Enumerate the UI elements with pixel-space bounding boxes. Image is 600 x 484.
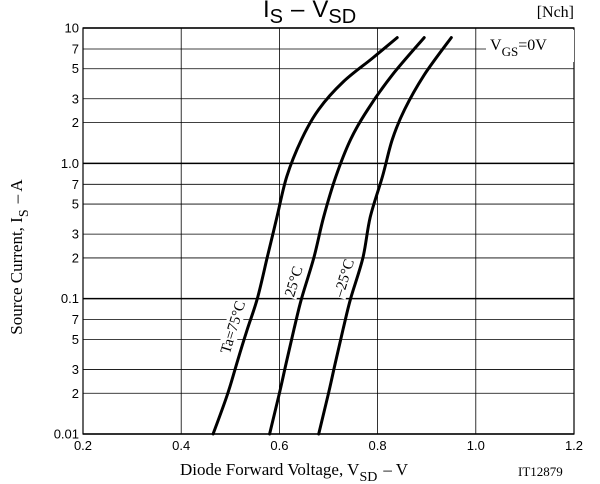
series-label-group-2: –25°C bbox=[330, 257, 358, 300]
y-tick-label: 3 bbox=[72, 91, 79, 106]
y-tick-label: 2 bbox=[72, 115, 79, 130]
y-tick-label: 7 bbox=[72, 177, 79, 192]
channel-tag: [Nch] bbox=[537, 4, 574, 21]
y-tick-label: 5 bbox=[72, 197, 79, 212]
series-label-0: Ta=75°C bbox=[218, 299, 249, 356]
y-tick-label: 7 bbox=[72, 41, 79, 56]
series-line-1 bbox=[268, 36, 426, 436]
x-tick-label: 0.4 bbox=[172, 438, 190, 453]
y-tick-label: 0.01 bbox=[54, 427, 79, 442]
y-tick-label: 0.1 bbox=[61, 291, 79, 306]
series-labels: Ta=75°C25°C –25°C bbox=[216, 257, 358, 357]
series-curves bbox=[211, 36, 453, 436]
condition-box-bg bbox=[486, 30, 574, 62]
chart-title: IS – VSD bbox=[263, 0, 356, 28]
plot-frame bbox=[82, 27, 575, 435]
x-axis-label: Diode Forward Voltage, VSD – V bbox=[180, 460, 409, 484]
y-tick-label: 3 bbox=[72, 227, 79, 242]
series-label-bg bbox=[281, 265, 306, 300]
series-line-2 bbox=[317, 36, 453, 436]
y-tick-label: 1.0 bbox=[61, 156, 79, 171]
y-tick-label: 2 bbox=[72, 250, 79, 265]
y-tick-label: 5 bbox=[72, 61, 79, 76]
x-tick-labels: 0.2 0.4 0.6 0.8 1.0 1.2 bbox=[74, 438, 583, 453]
y-tick-label: 5 bbox=[72, 332, 79, 347]
y-tick-label: 2 bbox=[72, 386, 79, 401]
series-label-bg bbox=[216, 300, 248, 357]
y-tick-label: 3 bbox=[72, 362, 79, 377]
x-tick-label: 1.0 bbox=[467, 438, 485, 453]
condition-label: VGS=0V bbox=[490, 37, 547, 59]
x-tick-label: 0.6 bbox=[270, 438, 288, 453]
x-tick-label: 1.2 bbox=[565, 438, 583, 453]
series-label-group-0: Ta=75°C bbox=[216, 299, 249, 357]
series-label-bg bbox=[330, 258, 357, 300]
y-tick-label: 10 bbox=[65, 21, 79, 36]
figure-code: IT12879 bbox=[518, 464, 563, 479]
x-tick-label: 0.2 bbox=[74, 438, 92, 453]
x-tick-label: 0.8 bbox=[369, 438, 387, 453]
y-tick-label: 7 bbox=[72, 312, 79, 327]
grid bbox=[82, 27, 575, 435]
y-tick-labels: 0.01 2 3 5 7 0.1 2 3 5 7 1.0 2 3 5 7 10 bbox=[54, 21, 79, 442]
y-axis-label: Source Current, IS– A bbox=[7, 179, 32, 335]
series-line-0 bbox=[211, 36, 399, 436]
